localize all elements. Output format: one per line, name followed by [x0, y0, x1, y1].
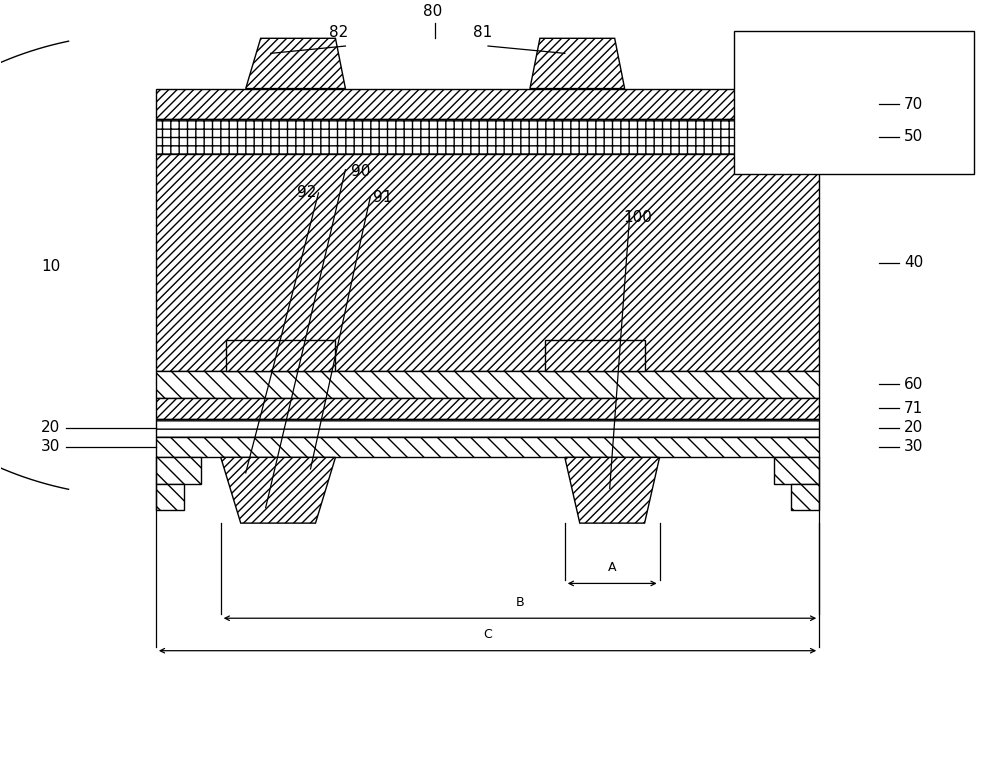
Bar: [156, 457, 201, 485]
Bar: [156, 418, 819, 436]
Polygon shape: [530, 38, 625, 88]
Bar: [156, 371, 819, 398]
Bar: [734, 30, 974, 174]
Bar: [774, 457, 819, 485]
Text: 50: 50: [904, 129, 923, 145]
Bar: [226, 340, 335, 371]
Bar: [156, 485, 184, 510]
Polygon shape: [565, 457, 660, 523]
Bar: [156, 88, 819, 120]
Text: 81: 81: [473, 25, 493, 40]
Text: 100: 100: [623, 210, 652, 225]
Text: 91: 91: [373, 190, 392, 205]
Text: 90: 90: [351, 163, 370, 179]
Text: 30: 30: [904, 439, 923, 454]
Bar: [156, 120, 819, 154]
Text: B: B: [516, 596, 524, 609]
Text: 30: 30: [41, 439, 61, 454]
Text: 92: 92: [297, 185, 316, 199]
Polygon shape: [246, 38, 345, 88]
Text: 20: 20: [904, 420, 923, 435]
Text: C: C: [483, 629, 492, 641]
Text: 40: 40: [904, 255, 923, 270]
Text: 10: 10: [42, 259, 61, 274]
Text: 80: 80: [423, 4, 442, 19]
Text: 60: 60: [904, 377, 923, 392]
Text: 70: 70: [904, 96, 923, 112]
Bar: [156, 154, 819, 371]
Text: 71: 71: [904, 401, 923, 416]
Bar: [156, 436, 819, 457]
Polygon shape: [221, 457, 335, 523]
Text: 20: 20: [41, 420, 61, 435]
Bar: [545, 340, 645, 371]
Text: A: A: [608, 561, 616, 574]
Bar: [791, 485, 819, 510]
Text: 82: 82: [329, 25, 348, 40]
Bar: [156, 398, 819, 418]
